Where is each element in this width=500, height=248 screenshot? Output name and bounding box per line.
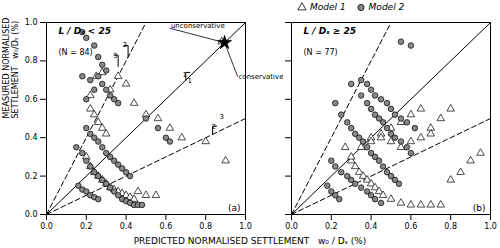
svg-text:(N = 77): (N = 77) [304,48,338,57]
svg-text:(b): (b) [473,203,486,213]
svg-text:L / Dₛ ≥ 25: L / Dₛ ≥ 25 [304,26,357,36]
svg-text:0.8: 0.8 [25,56,38,65]
svg-text:2: 2 [123,41,127,49]
svg-text:(N = 84): (N = 84) [59,48,93,57]
svg-text:0.6: 0.6 [25,95,38,104]
svg-text:0.4: 0.4 [120,222,133,231]
svg-text:3: 3 [219,113,223,121]
svg-text:conservative: conservative [239,73,284,81]
svg-text:2: 2 [211,123,215,131]
svg-text:MEASURED NORMALISED: MEASURED NORMALISED [2,17,11,118]
svg-text:L / Dₛ < 25: L / Dₛ < 25 [59,26,112,36]
svg-text:0.2: 0.2 [80,222,93,231]
svg-text:0.0: 0.0 [25,210,38,219]
svg-text:1: 1 [183,71,187,79]
svg-text:0.0: 0.0 [40,222,53,231]
html-text:PREDICTED NORMALISED SETTLEMEN: PREDICTED NORMALISED SETTLEMENT w₀ / Dₛ … [133,236,367,246]
svg-text:unconservative: unconservative [171,22,225,30]
svg-text:1.0: 1.0 [25,18,38,27]
svg-text:0.4: 0.4 [25,133,38,142]
svg-text:3: 3 [113,52,117,60]
svg-text:1: 1 [188,77,192,85]
svg-text:0.0: 0.0 [285,222,298,231]
svg-text:0.6: 0.6 [160,222,173,231]
html-text:Model 2: Model 2 [368,2,405,12]
html-text:Model 1: Model 1 [310,2,346,12]
svg-text:0.2: 0.2 [25,172,38,181]
svg-text:0.8: 0.8 [199,222,212,231]
svg-text:1.0: 1.0 [239,222,252,231]
svg-text:1.0: 1.0 [484,222,497,231]
svg-text:SETTLEMENT w₀/Dₛ (%): SETTLEMENT w₀/Dₛ (%) [11,21,20,119]
svg-text:(a): (a) [228,203,241,213]
svg-text:0.8: 0.8 [444,222,457,231]
svg-text:0.4: 0.4 [365,222,378,231]
svg-text:0.6: 0.6 [405,222,418,231]
svg-text:0.2: 0.2 [325,222,338,231]
